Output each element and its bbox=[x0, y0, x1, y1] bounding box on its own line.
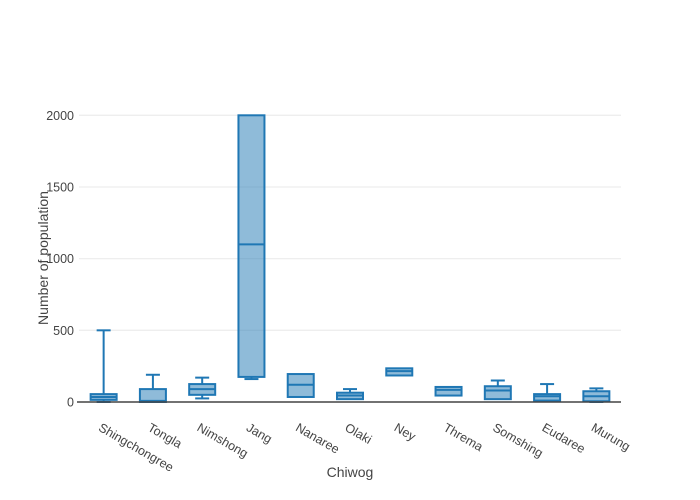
box-rect-eudaree[interactable] bbox=[533, 393, 562, 402]
x-tick-label-eudaree: Eudaree bbox=[540, 420, 588, 456]
box-group-nanaree bbox=[286, 373, 315, 398]
box-group-threma bbox=[434, 385, 463, 397]
y-tick-label-1500: 1500 bbox=[46, 180, 74, 194]
x-tick-label-nanaree: Nanaree bbox=[293, 420, 342, 456]
x-tick-label-jang: Jang bbox=[244, 420, 275, 446]
x-tick-label-murung: Murung bbox=[589, 420, 633, 453]
x-axis-title: Chiwog bbox=[327, 464, 374, 480]
box-group-olaki bbox=[336, 388, 364, 401]
box-group-nimshong bbox=[188, 376, 217, 400]
x-tick-label-olaki: Olaki bbox=[343, 420, 375, 446]
y-tick-label-2000: 2000 bbox=[46, 109, 74, 123]
y-tick-label-500: 500 bbox=[53, 324, 74, 338]
y-axis-title: Number of population bbox=[35, 191, 51, 325]
box-rect-jang[interactable] bbox=[237, 114, 266, 378]
box-group-jang bbox=[237, 114, 266, 381]
y-tick-label-1000: 1000 bbox=[46, 252, 74, 266]
box-group-ney bbox=[385, 367, 414, 377]
y-tick-label-0: 0 bbox=[67, 396, 74, 410]
x-tick-label-threma: Threma bbox=[441, 420, 485, 454]
box-layer bbox=[89, 114, 611, 404]
box-group-eudaree bbox=[533, 383, 562, 402]
box-group-tongla bbox=[138, 373, 167, 404]
grid-layer: 0 500 1000 1500 2000 bbox=[46, 109, 621, 410]
box-rect-threma[interactable] bbox=[434, 385, 463, 397]
box-group-murung bbox=[582, 387, 611, 403]
x-tick-label-nimshong: Nimshong bbox=[195, 420, 251, 460]
x-tick-label-somshing: Somshing bbox=[490, 420, 545, 460]
box-group-shingchongree bbox=[89, 329, 118, 403]
x-tick-label-tongla: Tongla bbox=[145, 420, 184, 451]
box-group-somshing bbox=[483, 379, 512, 401]
box-rect-somshing[interactable] bbox=[483, 385, 512, 401]
x-tick-label-ney: Ney bbox=[392, 420, 419, 444]
